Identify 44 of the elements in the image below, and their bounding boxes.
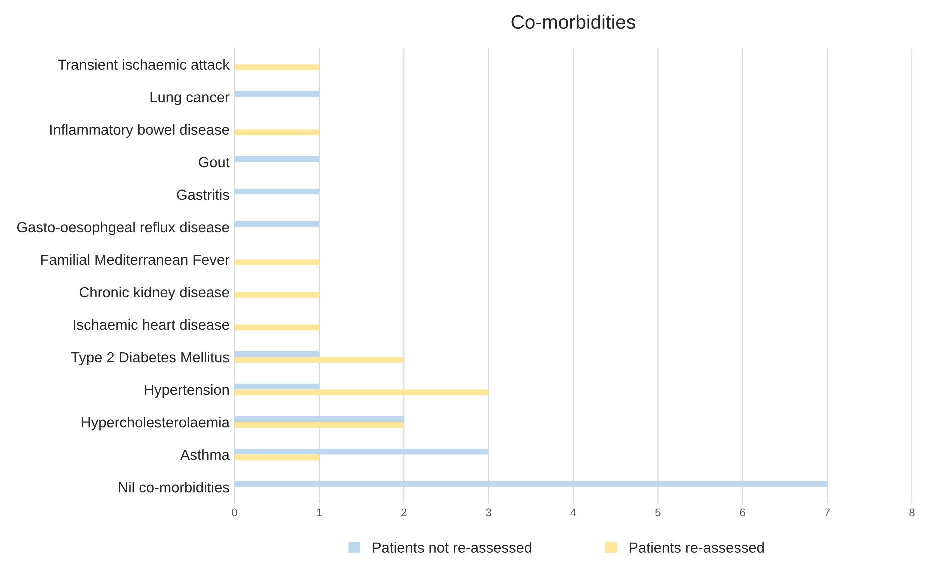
x-tick-label: 4 <box>570 508 576 516</box>
bar <box>234 481 828 488</box>
y-tick-label: Hypercholesterolaemia <box>82 416 230 431</box>
y-tick-label: Lung cancer <box>150 92 230 106</box>
x-tick-label: 7 <box>825 508 830 516</box>
bar <box>234 91 320 98</box>
y-tick-label: Gastritis <box>177 189 230 200</box>
y-tick-label: Gasto-oesophgeal reflux disease <box>17 222 230 236</box>
y-tick-label: Hypertension <box>145 384 229 398</box>
chart-title: Co-morbidities <box>512 14 636 30</box>
bar <box>234 384 320 390</box>
x-tick-label: 5 <box>656 508 661 517</box>
x-tick-label: 0 <box>232 508 238 517</box>
bar <box>234 390 489 396</box>
y-tick-label: Type 2 Diabetes Mellitus <box>71 352 230 366</box>
y-tick-label: Chronic kidney disease <box>80 286 230 301</box>
bar <box>234 324 320 331</box>
bar <box>234 64 320 70</box>
bar <box>234 260 320 266</box>
bar <box>234 221 320 228</box>
legend-label: Patients re-assessed <box>630 542 764 553</box>
y-tick-label: Asthma <box>180 450 230 460</box>
y-tick-label: Transient ischaemic attack <box>58 59 230 70</box>
bar <box>234 130 320 136</box>
y-tick-label: Nil co-morbidities <box>119 482 230 493</box>
x-tick-label: 6 <box>740 508 746 517</box>
y-tick-label: Ischaemic heart disease <box>74 319 230 330</box>
x-tick-label: 8 <box>910 508 915 517</box>
y-tick-label: Inflammatory bowel disease <box>50 124 230 138</box>
bar <box>234 454 320 461</box>
y-tick-label: Familial Mediterranean Fever <box>41 254 230 266</box>
x-tick-label: 1 <box>317 508 322 516</box>
bar <box>234 416 404 422</box>
y-tick-label: Gout <box>199 157 230 168</box>
bar <box>234 448 489 455</box>
x-tick-label: 3 <box>486 508 492 517</box>
bar <box>234 292 320 298</box>
bar <box>234 351 320 358</box>
x-tick-label: 2 <box>402 508 407 516</box>
bar <box>234 188 320 195</box>
legend-label: Patients not re-assessed <box>373 542 532 553</box>
bar <box>234 357 404 364</box>
bar <box>234 422 404 428</box>
bar <box>234 156 320 162</box>
